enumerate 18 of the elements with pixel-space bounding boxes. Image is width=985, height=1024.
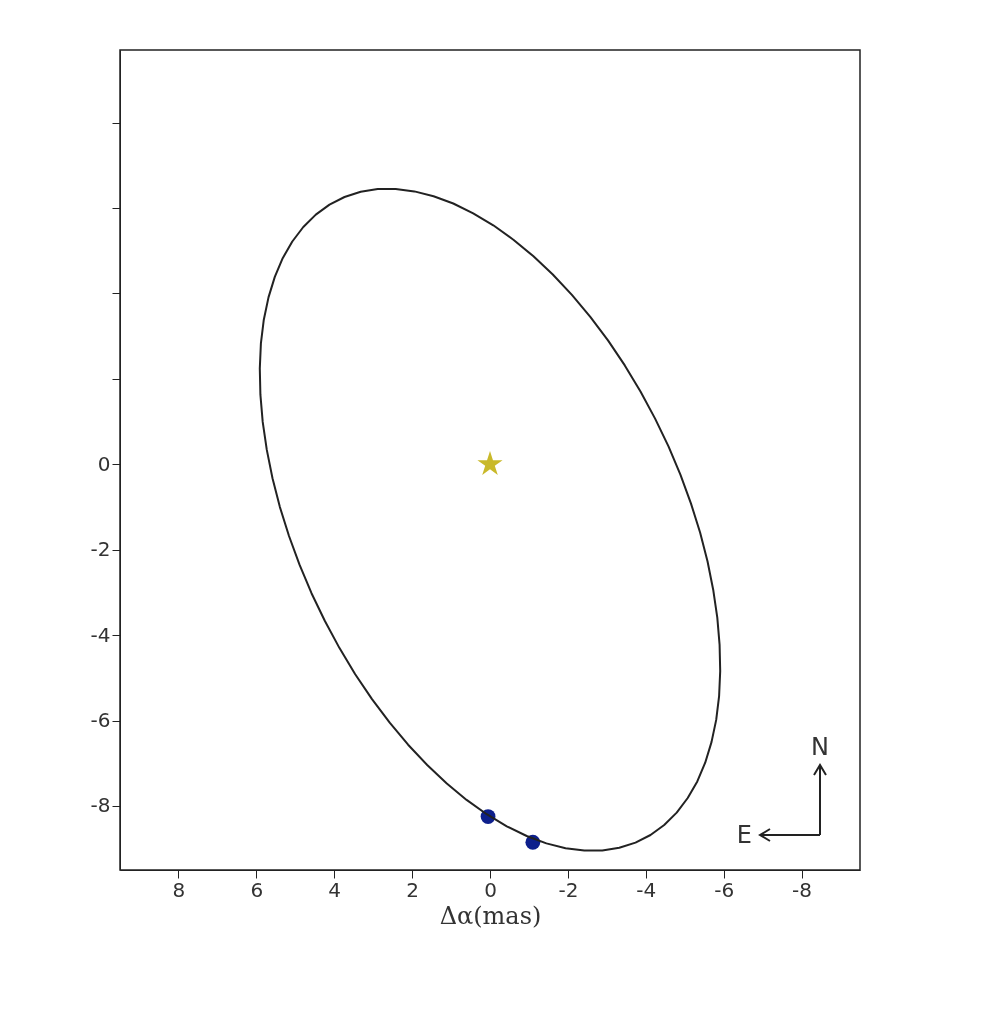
x-tick-label: -8 [792,877,813,902]
x-axis-title: Δα(mas) [439,901,542,930]
point [477,451,503,475]
x-tick-label: 4 [328,877,342,902]
x-tick-label: 2 [406,877,419,902]
x-tick-label: 0 [484,877,497,902]
y-tick-label: -8 [90,793,111,818]
x-tick-label: 6 [250,877,264,902]
y-tick-label: 0 [97,451,111,476]
x-tick-label: -6 [714,877,735,902]
x-tick-label: -2 [558,877,579,902]
y-tick-label: -6 [90,708,111,733]
y-tick-label: -2 [90,537,111,562]
x-tick-label: 8 [172,877,186,902]
y-tick-label: -4 [90,622,111,647]
annotation: N [811,733,829,761]
x-tick-label: -4 [636,877,657,902]
annotation: E [736,821,752,849]
